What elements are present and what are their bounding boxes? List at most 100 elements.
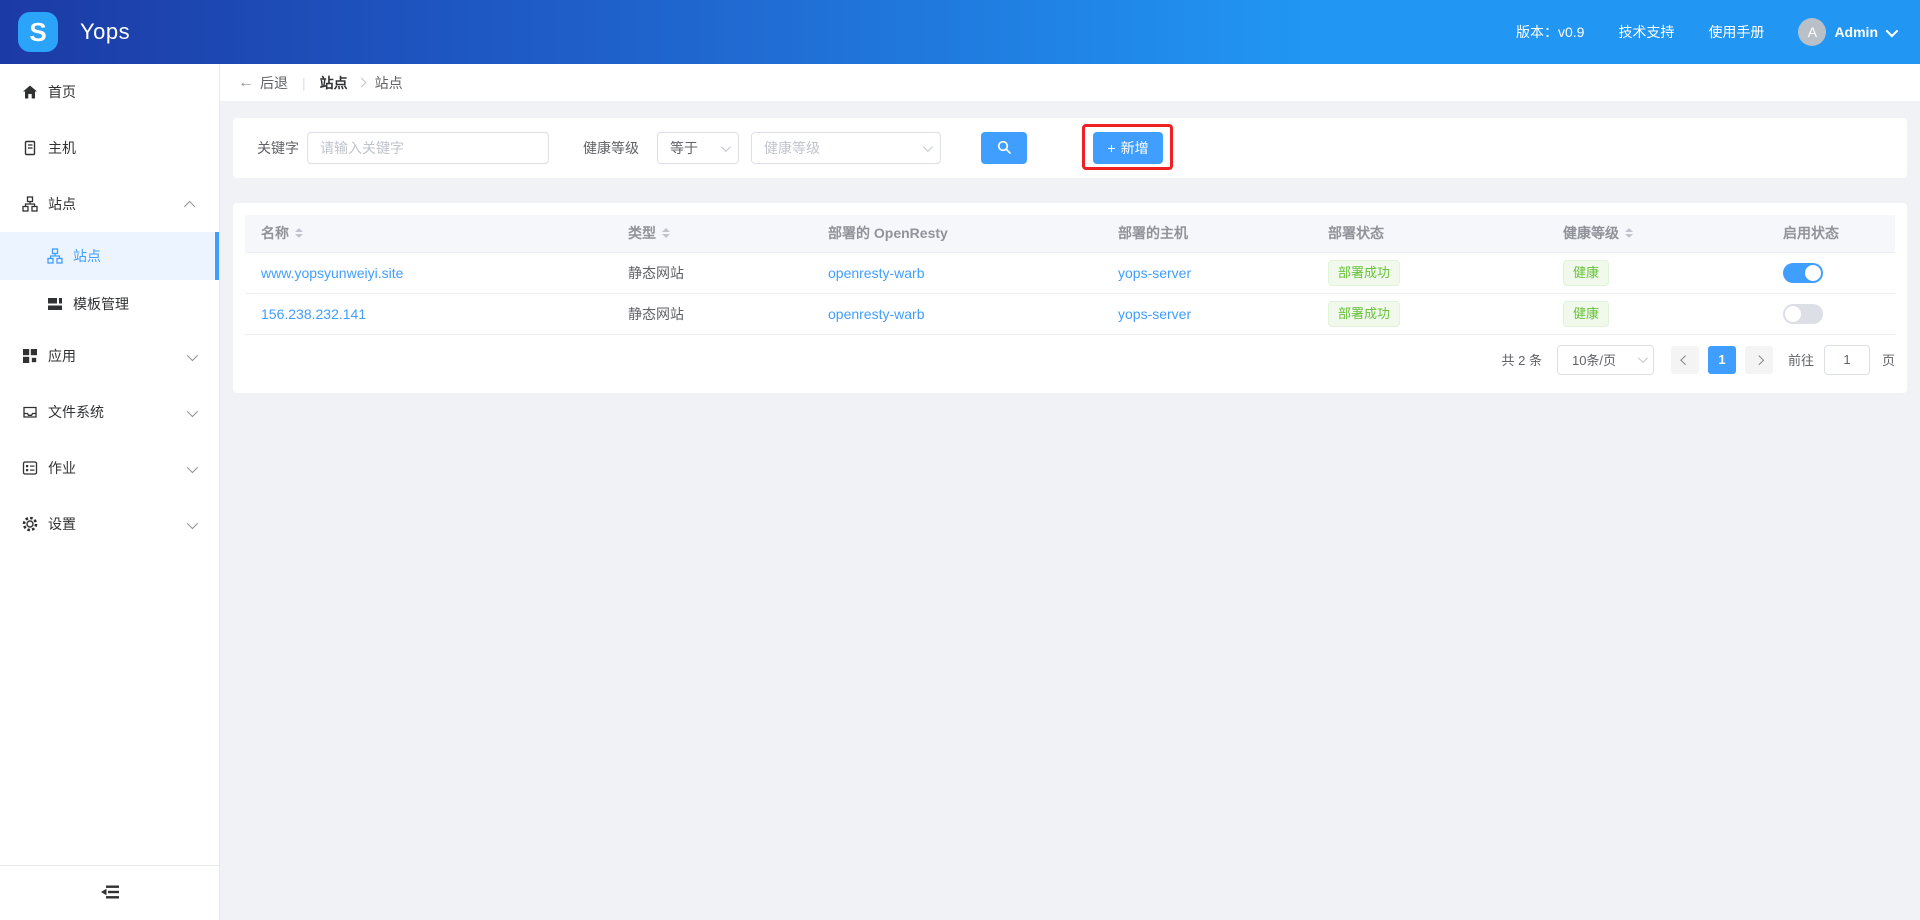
deploy-status-badge: 部署成功 [1328,259,1401,286]
deploy-status-badge: 部署成功 [1328,300,1401,327]
sidebar-item-apps[interactable]: 应用 [0,328,219,384]
avatar: A [1798,18,1827,46]
next-page-button[interactable] [1744,345,1773,374]
sites-icon [47,248,63,264]
column-label: 类型 [628,225,656,242]
fold-sidebar-icon[interactable] [100,885,119,902]
logo-icon: S [18,12,58,52]
search-button[interactable] [981,132,1027,164]
sidebar-item-home[interactable]: 首页 [0,64,219,120]
toggle-knob [1805,264,1821,281]
breadcrumb-divider: | [302,74,306,91]
sidebar-item-jobs[interactable]: 作业 [0,440,219,496]
main-content: ← 后退 | 站点 站点 关键字 健康等级 等于 健康等级 + 新增 [220,64,1920,920]
goto-page-input[interactable] [1823,344,1870,375]
enable-toggle[interactable] [1783,303,1823,324]
table-header-row: 名称 类型 部署的 OpenResty 部署的主机 [245,215,1895,253]
site-name-link[interactable]: 156.238.232.141 [261,305,367,322]
sidebar-item-sites[interactable]: 站点 [0,232,219,280]
breadcrumb-current: 站点 [374,74,403,91]
app-header: S Yops 版本：v0.9 技术支持 使用手册 A Admin [0,0,1920,64]
sidebar-item-label: 应用 [48,348,76,364]
column-header-health[interactable]: 健康等级 [1547,215,1767,253]
chevron-down-icon [720,141,731,152]
page-unit-label: 页 [1881,353,1895,368]
sidebar-item-label: 模板管理 [73,296,129,312]
user-name: Admin [1834,24,1878,40]
openresty-link[interactable]: openresty-warb [828,264,925,281]
chevron-down-icon [922,141,933,152]
chevron-left-icon [1680,355,1691,366]
prev-page-button[interactable] [1670,345,1699,374]
column-label: 部署状态 [1328,225,1384,242]
site-name-link[interactable]: www.yopsyunweiyi.site [261,264,404,281]
back-arrow-icon: ← [238,73,254,91]
sort-caret-icon[interactable] [662,228,670,239]
pagination: 共 2 条 10条/页 1 前往 页 [245,335,1895,385]
keyword-input[interactable] [307,132,549,164]
health-select-placeholder: 健康等级 [764,140,820,156]
chevron-down-icon [1637,353,1648,364]
add-button[interactable]: + 新增 [1093,132,1163,164]
sort-caret-icon[interactable] [1625,228,1633,239]
pagination-total: 共 2 条 [1501,353,1542,368]
column-header-deploy-status: 部署状态 [1312,215,1547,253]
breadcrumb: ← 后退 | 站点 站点 [220,64,1920,101]
keyword-label: 关键字 [257,140,299,156]
page-number-button[interactable]: 1 [1707,345,1736,374]
chevron-down-icon [186,404,199,420]
manual-link[interactable]: 使用手册 [1708,24,1765,40]
chevron-down-icon [186,516,199,532]
breadcrumb-item-sites[interactable]: 站点 [319,74,348,91]
table-row: www.yopsyunweiyi.site 静态网站 openresty-war… [245,252,1895,294]
sidebar-item-templates[interactable]: 模板管理 [0,280,219,328]
chevron-right-icon [356,77,367,88]
search-icon [996,139,1012,158]
health-level-select[interactable]: 健康等级 [751,132,941,164]
chevron-down-icon [1885,24,1899,37]
sites-icon [22,196,38,212]
operator-select[interactable]: 等于 [657,132,739,164]
chevron-down-icon [186,348,199,364]
support-link[interactable]: 技术支持 [1618,24,1675,40]
health-filter-label: 健康等级 [583,140,639,156]
sidebar-item-label: 作业 [48,460,76,476]
sidebar-item-hosts[interactable]: 主机 [0,120,219,176]
home-icon [22,84,38,100]
user-menu[interactable]: A Admin [1798,18,1899,46]
version-label: 版本：v0.9 [1515,24,1585,40]
settings-icon [22,516,38,532]
sidebar-item-label: 站点 [48,196,76,212]
header-right: 版本：v0.9 技术支持 使用手册 A Admin [1515,18,1899,46]
host-link[interactable]: yops-server [1118,305,1192,322]
sidebar-item-filesystem[interactable]: 文件系统 [0,384,219,440]
brand-title: Yops [80,19,131,44]
back-button[interactable]: ← 后退 [238,73,288,93]
chevron-down-icon [186,460,199,476]
column-header-openresty: 部署的 OpenResty [812,215,1102,253]
toggle-knob [1785,305,1801,322]
sort-caret-icon[interactable] [295,228,303,239]
openresty-link[interactable]: openresty-warb [828,305,925,322]
column-label: 健康等级 [1563,225,1619,242]
chevron-right-icon [1754,355,1765,366]
goto-label: 前往 [1787,353,1814,368]
sidebar-item-sites-group[interactable]: 站点 [0,176,219,232]
table-row: 156.238.232.141 静态网站 openresty-warb yops… [245,293,1895,335]
page-size-select[interactable]: 10条/页 [1556,344,1654,375]
operator-select-value: 等于 [670,140,698,156]
add-button-label: 新增 [1120,140,1149,156]
column-label: 部署的主机 [1118,225,1188,242]
host-icon [22,140,38,156]
enable-toggle[interactable] [1783,262,1823,283]
sidebar-item-settings[interactable]: 设置 [0,496,219,552]
column-header-host: 部署的主机 [1102,215,1312,253]
back-label: 后退 [260,74,288,91]
column-header-type[interactable]: 类型 [612,215,812,253]
sidebar: 首页 主机 站点 站点 模板管理 应用 文件 [0,64,220,920]
column-label: 部署的 OpenResty [828,225,948,242]
column-header-name[interactable]: 名称 [245,215,612,253]
template-icon [47,296,63,312]
host-link[interactable]: yops-server [1118,264,1192,281]
jobs-icon [22,460,38,476]
